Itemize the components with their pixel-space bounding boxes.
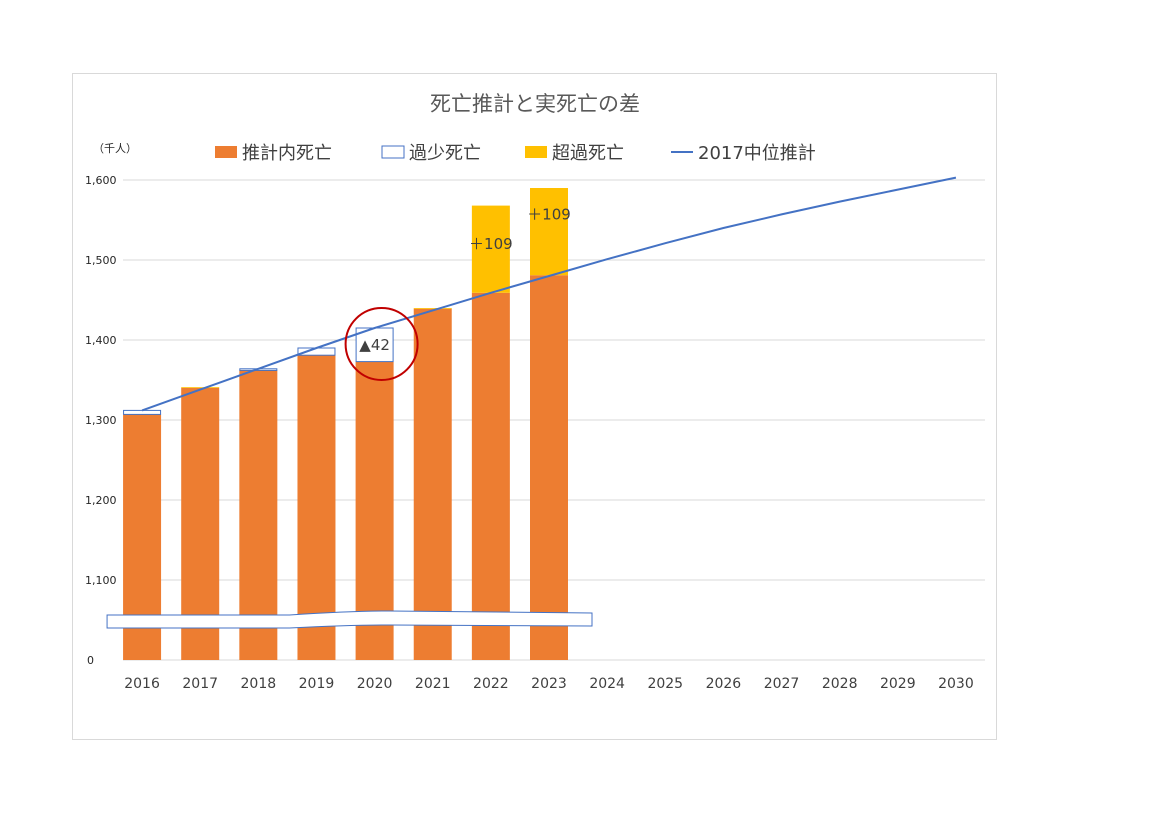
x-tick-label: 2026 [706,676,742,692]
x-tick-label: 2017 [182,676,218,692]
bar-excess-deaths [471,205,510,293]
x-tick-label: 2029 [880,676,916,692]
data-label: ＋109 [469,235,513,253]
x-tick-label: 2018 [241,676,277,692]
legend-label: 過少死亡 [409,143,481,164]
x-tick-label: 2019 [299,676,335,692]
legend: 推計内死亡 過少死亡 超過死亡 2017中位推計 [215,143,816,164]
y-tick-label: 1,300 [85,414,117,427]
y-tick-label: 1,500 [85,254,117,267]
bar-estimated-deaths [413,308,452,660]
bar-estimated-deaths [530,275,568,660]
axis-break-band [106,610,593,629]
x-tick-label: 2021 [415,676,451,692]
y-unit-label: （千人） [93,142,137,155]
chart-title: 死亡推計と実死亡の差 [430,92,640,116]
legend-swatch [525,146,547,158]
chart-area: 死亡推計と実死亡の差 （千人） 推計内死亡 過少死亡 超過死亡 2017中位推計 0 1… [72,73,997,740]
x-tick-label: 2027 [764,676,800,692]
bar-estimated-deaths [471,292,510,660]
x-tick-label: 2022 [473,676,509,692]
x-tick-label: 2024 [589,676,625,692]
bar-under-deaths [123,409,162,415]
highlight-circle [344,307,419,381]
x-tick-label: 2030 [938,676,974,692]
projection-line [141,176,957,412]
x-tick-label: 2016 [124,676,160,692]
y-tick-label: 1,100 [85,574,117,587]
bar-estimated-deaths [297,355,336,660]
bar-estimated-deaths [239,370,278,660]
y-tick-label: 1,400 [85,334,117,347]
data-labels: ▲42 ＋109 ＋109 [344,206,571,381]
bar-excess-deaths [181,387,220,388]
data-label: ＋109 [527,206,571,224]
bar-estimated-deaths [355,361,394,660]
legend-label: 推計内死亡 [242,143,332,164]
legend-label: 超過死亡 [552,143,624,164]
bars [123,188,568,660]
chart-svg: 死亡推計と実死亡の差 （千人） 推計内死亡 過少死亡 超過死亡 2017中位推計 0 1… [85,92,985,692]
y-axis: 0 1,100 1,200 1,300 1,400 1,500 1,600 [85,174,117,667]
legend-swatch [215,146,237,158]
y-tick-label: 1,200 [85,494,117,507]
x-tick-label: 2025 [647,676,683,692]
bar-excess-deaths [413,308,452,309]
x-tick-label: 2023 [531,676,567,692]
y-tick-label: 0 [87,654,94,667]
data-label: ▲42 [359,336,390,354]
bar-excess-deaths [530,188,568,276]
line-2017-projection [141,176,957,412]
y-tick-label: 1,600 [85,174,117,187]
x-axis: 2016 2017 2018 2019 2020 2021 2022 2023 2024 2025… [124,676,974,692]
legend-label: 2017中位推計 [698,143,816,164]
legend-swatch-outline [381,145,405,159]
x-tick-label: 2020 [357,676,393,692]
x-tick-label: 2028 [822,676,858,692]
axis-break [106,610,593,629]
